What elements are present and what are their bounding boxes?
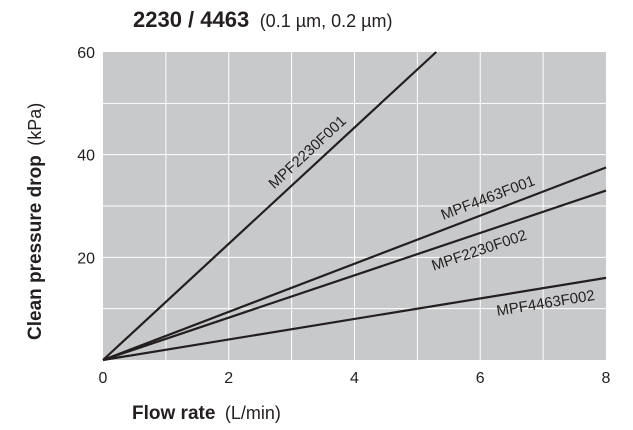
x-axis-label: Flow rate (L/min) [132, 403, 281, 424]
chart-title: 2230 / 4463 [133, 7, 249, 32]
x-tick-label: 0 [99, 370, 108, 387]
chart-title-line: 2230 / 4463 (0.1 µm, 0.2 µm) [133, 7, 392, 32]
y-tick-label: 20 [77, 250, 95, 267]
series-line-mpf2230f001 [102, 51, 437, 361]
x-axis-title: Flow rate [132, 403, 215, 424]
series-line-mpf4463f001 [102, 166, 607, 362]
chart-subtitle: (0.1 µm, 0.2 µm) [260, 11, 393, 31]
x-axis-unit: (L/min) [225, 403, 281, 423]
x-tick-labels: 0 2 4 6 8 [99, 370, 611, 387]
y-axis-title: Clean pressure drop [25, 155, 46, 340]
series-line-mpf2230f002 [102, 189, 607, 362]
series-line-mpf4463f002 [102, 276, 607, 362]
grid-lines [103, 52, 606, 360]
y-axis-label: Clean pressure drop (kPa) [25, 103, 46, 340]
x-tick-label: 2 [224, 370, 233, 387]
y-tick-labels: 20 40 60 [77, 45, 95, 267]
y-tick-label: 40 [77, 148, 95, 165]
x-tick-label: 6 [476, 370, 485, 387]
y-axis-unit: (kPa) [25, 103, 45, 146]
x-tick-label: 4 [350, 370, 359, 387]
series-lines [102, 51, 607, 362]
y-tick-label: 60 [77, 45, 95, 62]
x-tick-label: 8 [602, 370, 611, 387]
